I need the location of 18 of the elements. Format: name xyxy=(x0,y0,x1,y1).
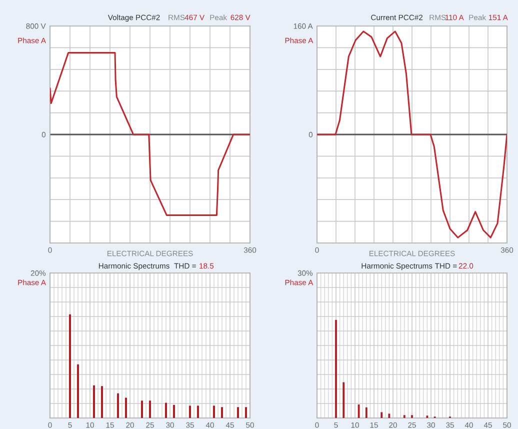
bar xyxy=(213,406,215,418)
line-series xyxy=(50,52,250,216)
bar xyxy=(125,398,127,418)
bar xyxy=(173,404,175,418)
bar xyxy=(189,406,191,418)
bar xyxy=(141,400,143,418)
bar xyxy=(69,314,71,418)
bar xyxy=(245,407,247,418)
bar xyxy=(197,406,199,418)
bar xyxy=(165,402,167,418)
bar xyxy=(237,407,239,418)
bar xyxy=(93,385,95,418)
bar xyxy=(77,364,79,418)
line-series xyxy=(317,30,507,238)
bar xyxy=(149,400,151,418)
bar xyxy=(101,386,103,418)
bar xyxy=(221,407,223,418)
bar xyxy=(117,393,119,418)
